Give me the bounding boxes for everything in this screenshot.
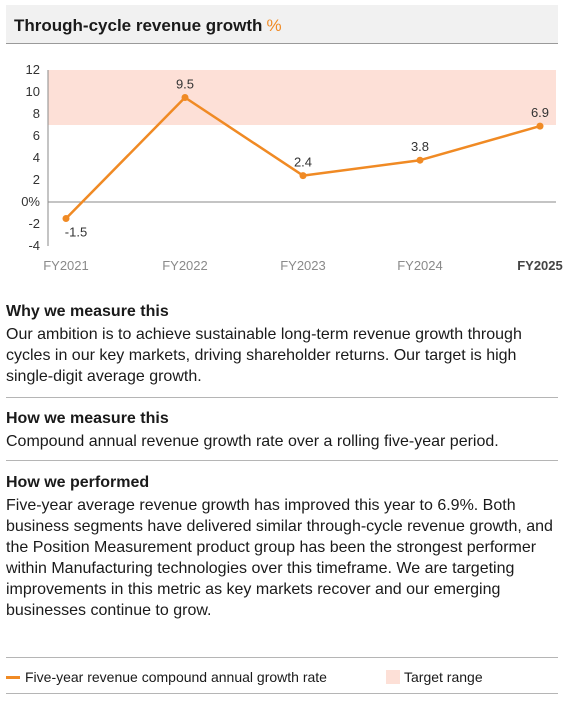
section-performed: How we performed Five-year average reven…: [6, 473, 558, 621]
section-performed-heading: How we performed: [6, 474, 150, 491]
data-point: [536, 122, 544, 130]
y-tick-label: 4: [33, 150, 40, 165]
data-label: 2.4: [294, 155, 312, 170]
section-how-measure-body: Compound annual revenue growth rate over…: [6, 433, 499, 450]
x-tick-label: FY2025: [517, 258, 563, 273]
x-tick-label: FY2024: [397, 258, 443, 273]
divider: [6, 397, 558, 398]
divider: [6, 657, 558, 658]
y-tick-label: -2: [28, 216, 40, 231]
legend: Five-year revenue compound annual growth…: [6, 667, 558, 687]
section-why-heading: Why we measure this: [6, 303, 169, 320]
data-label: 6.9: [531, 105, 549, 120]
chart-title: Through-cycle revenue growth%: [14, 16, 282, 36]
y-tick-label: 0%: [21, 194, 40, 209]
section-performed-body: Five-year average revenue growth has imp…: [6, 497, 553, 619]
divider: [6, 460, 558, 461]
legend-target-swatch: [386, 670, 400, 684]
data-point: [181, 94, 189, 101]
x-tick-label: FY2022: [162, 258, 208, 273]
data-label: -1.5: [65, 225, 87, 240]
data-label: 3.8: [411, 139, 429, 154]
section-how-measure-heading: How we measure this: [6, 410, 169, 427]
x-tick-label: FY2023: [280, 258, 326, 273]
line-chart: 12 10 8 6 4 2 0% -4 -2 FY2021 FY2022 FY2023 FY2024 FY…: [21, 62, 563, 273]
section-why-body: Our ambition is to achieve sustainable l…: [6, 326, 522, 385]
section-why: Why we measure this Our ambition is to a…: [6, 302, 558, 387]
section-how-measure: How we measure this Compound annual reve…: [6, 409, 558, 452]
data-point: [62, 215, 70, 222]
chart-unit: %: [266, 16, 282, 35]
y-tick-label: -4: [28, 238, 40, 253]
y-tick-label: 8: [33, 106, 40, 121]
data-label: 9.5: [176, 77, 194, 92]
y-tick-label: 2: [33, 172, 40, 187]
data-point: [416, 156, 424, 164]
chart-title-text: Through-cycle revenue growth: [14, 16, 263, 35]
legend-target-label: Target range: [404, 669, 483, 685]
x-tick-label: FY2021: [43, 258, 89, 273]
data-point: [299, 172, 307, 180]
y-tick-label: 6: [33, 128, 40, 143]
y-tick-label: 12: [26, 62, 40, 77]
legend-line-swatch: [6, 676, 20, 679]
legend-series-label: Five-year revenue compound annual growth…: [25, 669, 327, 685]
y-tick-label: 10: [26, 84, 40, 99]
chart-header: Through-cycle revenue growth%: [6, 5, 558, 44]
target-range-band: [48, 70, 556, 125]
divider: [6, 693, 558, 694]
